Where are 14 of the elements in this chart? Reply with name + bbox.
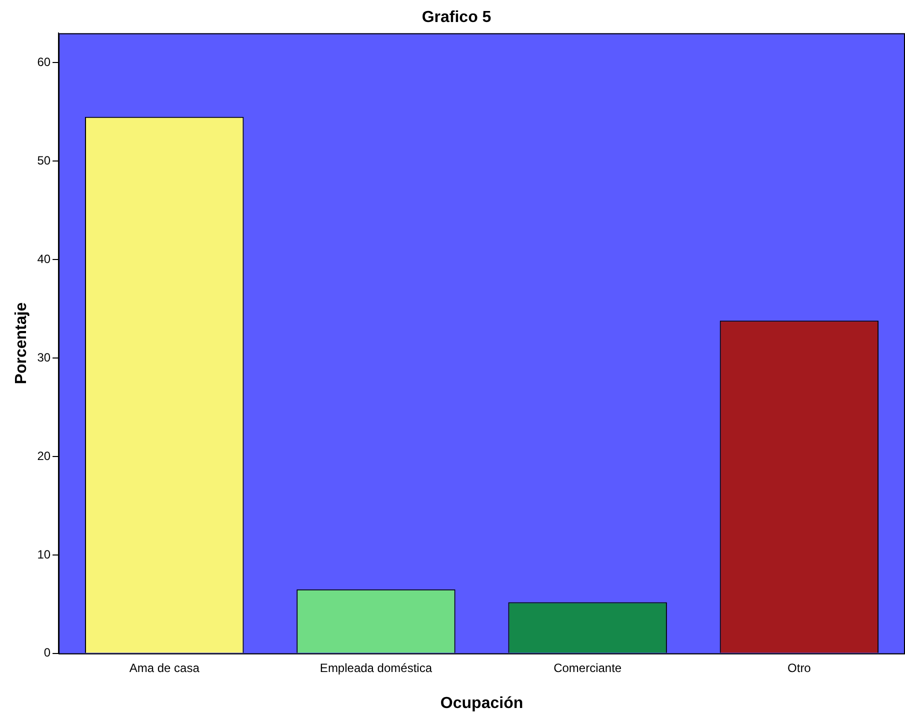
- y-tick-label: 0: [44, 646, 51, 660]
- y-tick-label: 50: [37, 153, 51, 168]
- chart-title: Grafico 5: [422, 9, 492, 26]
- y-axis-title: Porcentaje: [13, 302, 30, 384]
- x-tick-label: Empleada doméstica: [320, 660, 432, 675]
- y-tick-label: 10: [37, 547, 51, 562]
- x-tick-label: Ama de casa: [129, 660, 200, 675]
- y-tick-label: 40: [37, 252, 51, 266]
- y-tick-label: 20: [37, 448, 51, 463]
- x-tick-label: Comerciante: [554, 660, 622, 675]
- x-axis-title: Ocupación: [440, 694, 524, 712]
- y-tick-label: 60: [37, 55, 51, 70]
- x-tick-label: Otro: [788, 660, 812, 675]
- y-tick-label: 30: [37, 350, 51, 364]
